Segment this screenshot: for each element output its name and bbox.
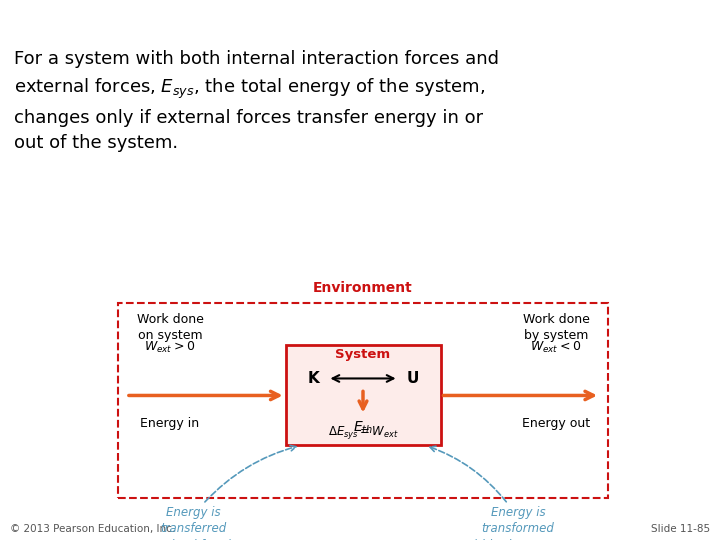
Text: Energy in: Energy in	[140, 417, 199, 430]
Text: $W_{ext} < 0$: $W_{ext} < 0$	[531, 340, 582, 355]
Text: Energy out: Energy out	[522, 417, 590, 430]
Text: Energy is
transformed
within the system.: Energy is transformed within the system.	[464, 506, 572, 540]
Text: The Basic Energy Model: The Basic Energy Model	[13, 8, 349, 31]
Text: Work done
on system: Work done on system	[137, 313, 204, 342]
Text: Work done
by system: Work done by system	[523, 313, 590, 342]
Bar	[286, 346, 441, 446]
Text: Slide 11-85: Slide 11-85	[651, 524, 710, 534]
Bar	[118, 303, 608, 498]
Text: K: K	[307, 371, 320, 386]
Text: For a system with both internal interaction forces and
external forces, $E_{sys}: For a system with both internal interact…	[14, 50, 499, 152]
Text: $E_{th}$: $E_{th}$	[353, 420, 373, 436]
Text: $\Delta E_{sys} = W_{ext}$: $\Delta E_{sys} = W_{ext}$	[328, 424, 398, 442]
Text: Environment: Environment	[313, 281, 413, 295]
Text: $W_{ext} > 0$: $W_{ext} > 0$	[145, 340, 196, 355]
Text: System: System	[336, 348, 390, 361]
Text: U: U	[406, 371, 419, 386]
Text: Energy is
transferred
to (and from)
the system.: Energy is transferred to (and from) the …	[153, 506, 233, 540]
Text: © 2013 Pearson Education, Inc.: © 2013 Pearson Education, Inc.	[10, 524, 175, 534]
